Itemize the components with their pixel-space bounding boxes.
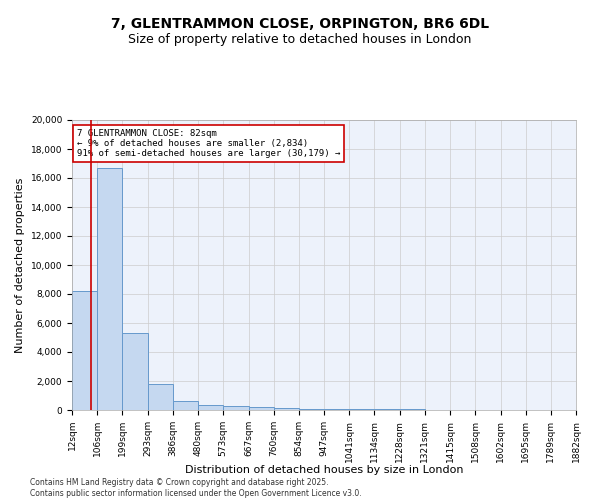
X-axis label: Distribution of detached houses by size in London: Distribution of detached houses by size …	[185, 464, 463, 474]
Bar	[148, 384, 173, 410]
Bar	[122, 333, 148, 410]
Bar	[198, 405, 223, 410]
Bar	[324, 409, 349, 410]
Text: 7 GLENTRAMMON CLOSE: 82sqm
← 9% of detached houses are smaller (2,834)
91% of se: 7 GLENTRAMMON CLOSE: 82sqm ← 9% of detac…	[77, 128, 340, 158]
Bar	[349, 409, 374, 410]
Bar	[274, 408, 299, 410]
Bar	[223, 406, 248, 410]
Bar	[299, 408, 324, 410]
Text: 7, GLENTRAMMON CLOSE, ORPINGTON, BR6 6DL: 7, GLENTRAMMON CLOSE, ORPINGTON, BR6 6DL	[111, 18, 489, 32]
Bar	[97, 168, 122, 410]
Text: Size of property relative to detached houses in London: Size of property relative to detached ho…	[128, 32, 472, 46]
Bar	[248, 408, 274, 410]
Text: Contains HM Land Registry data © Crown copyright and database right 2025.
Contai: Contains HM Land Registry data © Crown c…	[30, 478, 362, 498]
Bar	[72, 291, 97, 410]
Bar	[173, 402, 198, 410]
Y-axis label: Number of detached properties: Number of detached properties	[15, 178, 25, 352]
